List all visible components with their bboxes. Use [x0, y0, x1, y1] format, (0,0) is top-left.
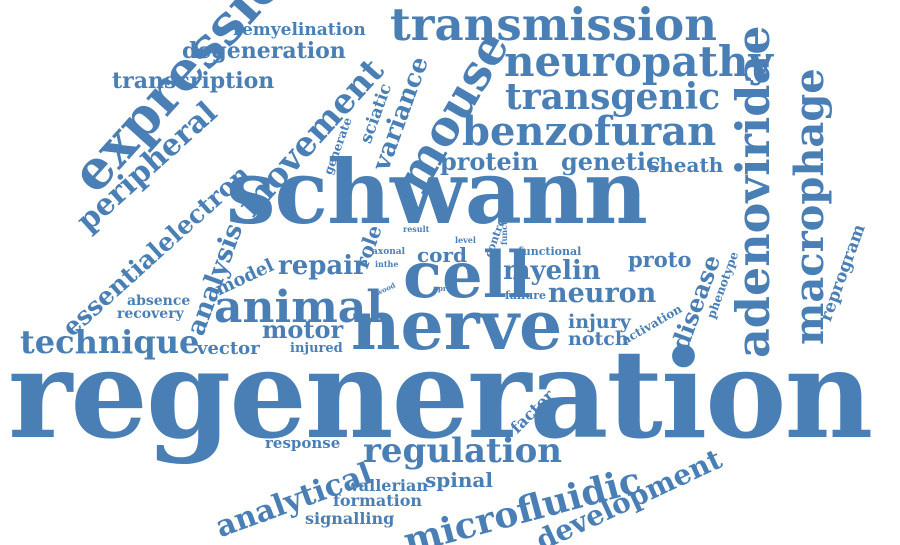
word-failure: failure	[505, 289, 547, 302]
word-myelin: myelin	[503, 256, 601, 286]
word-cell: cell	[403, 238, 532, 313]
word-signalling: signalling	[305, 509, 395, 528]
word-response: response	[265, 434, 341, 452]
word-cord: cord	[417, 243, 468, 267]
word-injured: injured	[290, 341, 343, 356]
word-benzofuran: benzofuran	[462, 108, 717, 155]
word-proto: proto	[628, 247, 692, 272]
word-injury: injury	[568, 311, 631, 333]
word-formation: formation	[333, 491, 423, 510]
word-recovery: recovery	[117, 306, 184, 322]
word-wallerian: wallerian	[345, 476, 428, 495]
word-degeneration: degeneration	[182, 38, 346, 64]
word-regeneration: regeneration	[8, 322, 873, 466]
word-animal: animal	[214, 282, 383, 333]
word-regulation: regulation	[363, 431, 563, 471]
word-protein: protein	[440, 147, 539, 176]
word-neuron: neuron	[548, 278, 657, 309]
word-vector: vector	[197, 338, 260, 359]
word-sheath: sheath	[648, 153, 724, 177]
word-function: function	[499, 207, 509, 245]
word-functional: functional	[518, 245, 582, 258]
word-inthe: inthe	[375, 259, 399, 269]
word-repair: repair	[278, 251, 367, 281]
word-notch: notch	[568, 328, 629, 350]
word-proc: proc	[438, 284, 456, 293]
word-transcription: transcription	[112, 68, 275, 94]
word-genetic: genetic	[561, 147, 661, 176]
word-neuropathy: neuropathy	[504, 37, 773, 86]
word-transmission: transmission	[390, 0, 717, 51]
word-motor: motor	[262, 315, 344, 344]
word-axonal: axonal	[372, 247, 405, 257]
word-adenoviridae: adenoviridae	[726, 25, 780, 358]
word-transgenic: transgenic	[505, 76, 721, 118]
word-level: level	[455, 235, 476, 245]
word-spinal: spinal	[425, 468, 493, 492]
word-schwann: schwann	[226, 140, 648, 244]
word-nerve: nerve	[351, 286, 563, 366]
word-technique: technique	[20, 323, 200, 361]
word-remyelination: remyelination	[233, 20, 366, 40]
word-result: result	[403, 224, 430, 234]
word-absence: absence	[127, 293, 191, 309]
